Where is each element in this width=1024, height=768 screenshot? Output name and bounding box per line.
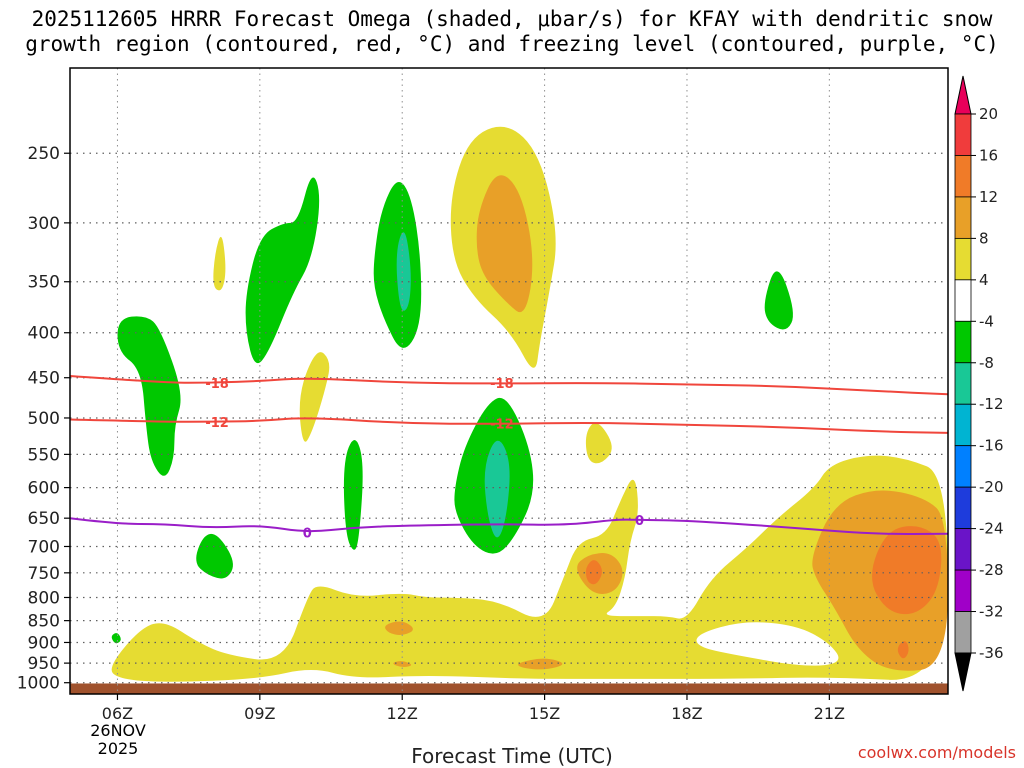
x-axis-title: Forecast Time (UTC) <box>411 744 613 768</box>
colorbar-label: -8 <box>979 354 994 372</box>
chart-title-line2: growth region (contoured, red, °C) and f… <box>25 32 999 56</box>
colorbar-label: 12 <box>979 188 998 206</box>
omega-region-green-20z <box>764 271 793 330</box>
y-tick-label: 1000 <box>17 674 60 694</box>
omega-region-orange-small-c <box>518 658 563 670</box>
omega-region-green-11z <box>343 440 363 550</box>
colorbar-swatch <box>954 113 972 156</box>
y-tick-label: 950 <box>28 654 60 674</box>
colorbar-swatch <box>954 486 972 530</box>
colorbar-label: 16 <box>979 146 998 164</box>
chart-title-line1: 2025112605 HRRR Forecast Omega (shaded, … <box>31 7 993 31</box>
colorbar-swatch <box>954 279 972 322</box>
y-tick-label: 750 <box>28 564 60 584</box>
y-tick-label: 550 <box>28 445 60 465</box>
omega-region-yellow-small-c <box>585 422 612 464</box>
colorbar-label: -24 <box>979 520 1004 538</box>
y-tick-label: 700 <box>28 537 60 557</box>
y-tick-label: 350 <box>28 273 60 293</box>
colorbar-label: -28 <box>979 561 1004 579</box>
omega-region-lower-red-right <box>872 526 942 615</box>
y-tick-label: 850 <box>28 612 60 632</box>
x-tick-label: 18Z <box>671 704 702 723</box>
omega-region-upper-orange <box>476 175 533 313</box>
colorbar-swatch <box>954 196 972 239</box>
contour-label-4: 0 <box>303 527 312 542</box>
colorbar-swatch <box>954 155 972 198</box>
y-tick-label: 400 <box>28 324 60 344</box>
x-tick-label: 21Z <box>814 704 845 723</box>
omega-region-teal-14z <box>484 440 510 538</box>
x-tick-label: 15Z <box>529 704 560 723</box>
x-tick-label: 12Z <box>387 704 418 723</box>
colorbar-swatch <box>954 528 972 571</box>
colorbar-label: -20 <box>979 478 1004 496</box>
colorbar-swatch <box>954 320 972 364</box>
y-tick-label: 650 <box>28 509 60 529</box>
contour-line-1 <box>69 417 949 434</box>
contour-label-1: -18 <box>490 377 514 392</box>
omega-region-orange-small-b <box>393 661 412 668</box>
ground-layer <box>70 683 948 694</box>
colorbar-label: -12 <box>979 395 1004 413</box>
colorbar-swatch <box>954 445 972 488</box>
colorbar-label: -36 <box>979 644 1004 662</box>
omega-region-lower-gap <box>696 622 839 666</box>
omega-region-lower-red-small <box>897 641 909 659</box>
omega-region-green-06z <box>117 316 181 476</box>
y-tick-label: 450 <box>28 369 60 389</box>
colorbar-label: 4 <box>979 271 989 289</box>
colorbar-swatch <box>954 611 972 654</box>
y-tick-label: 800 <box>28 588 60 608</box>
y-tick-label: 300 <box>28 214 60 234</box>
contour-label-3: -12 <box>490 417 514 432</box>
plot-frame <box>69 67 949 695</box>
contour-label-0: -18 <box>205 377 229 392</box>
date-label-year: 2025 <box>97 739 139 758</box>
omega-region-green-tiny <box>111 633 121 644</box>
contour-label-5: 0 <box>635 514 644 529</box>
omega-shading-layer <box>111 126 948 682</box>
colorbar-swatch <box>954 569 972 612</box>
contour-label-2: -12 <box>205 416 229 431</box>
y-tick-label: 250 <box>28 144 60 164</box>
contour-line-0 <box>69 375 949 396</box>
contour-line-2 <box>69 517 949 536</box>
omega-region-teal-12z <box>396 232 411 311</box>
colorbar-arrow-bottom <box>954 652 972 692</box>
colorbar-swatch <box>954 237 972 281</box>
x-tick-label: 06Z <box>102 704 133 723</box>
y-tick-label: 500 <box>28 409 60 429</box>
y-tick-label: 900 <box>28 633 60 653</box>
colorbar-label: -16 <box>979 437 1004 455</box>
colorbar-swatch <box>954 362 972 405</box>
omega-region-green-09z <box>245 177 320 364</box>
colorbar-swatch <box>954 403 972 447</box>
omega-region-green-08z <box>196 533 233 579</box>
colorbar-arrow-top <box>954 75 972 115</box>
date-label-day: 26NOV <box>90 721 146 740</box>
colorbar-label: 20 <box>979 105 998 123</box>
y-tick-label: 600 <box>28 479 60 499</box>
colorbar-label: 8 <box>979 229 989 247</box>
omega-region-orange-small-a <box>385 621 413 635</box>
colorbar-label: -4 <box>979 312 994 330</box>
x-tick-label: 09Z <box>244 704 275 723</box>
site-credit: coolwx.com/models <box>857 743 1016 762</box>
colorbar-label: -32 <box>979 603 1004 621</box>
omega-region-red-16z <box>585 560 602 585</box>
omega-region-yellow-small-a <box>213 236 226 291</box>
